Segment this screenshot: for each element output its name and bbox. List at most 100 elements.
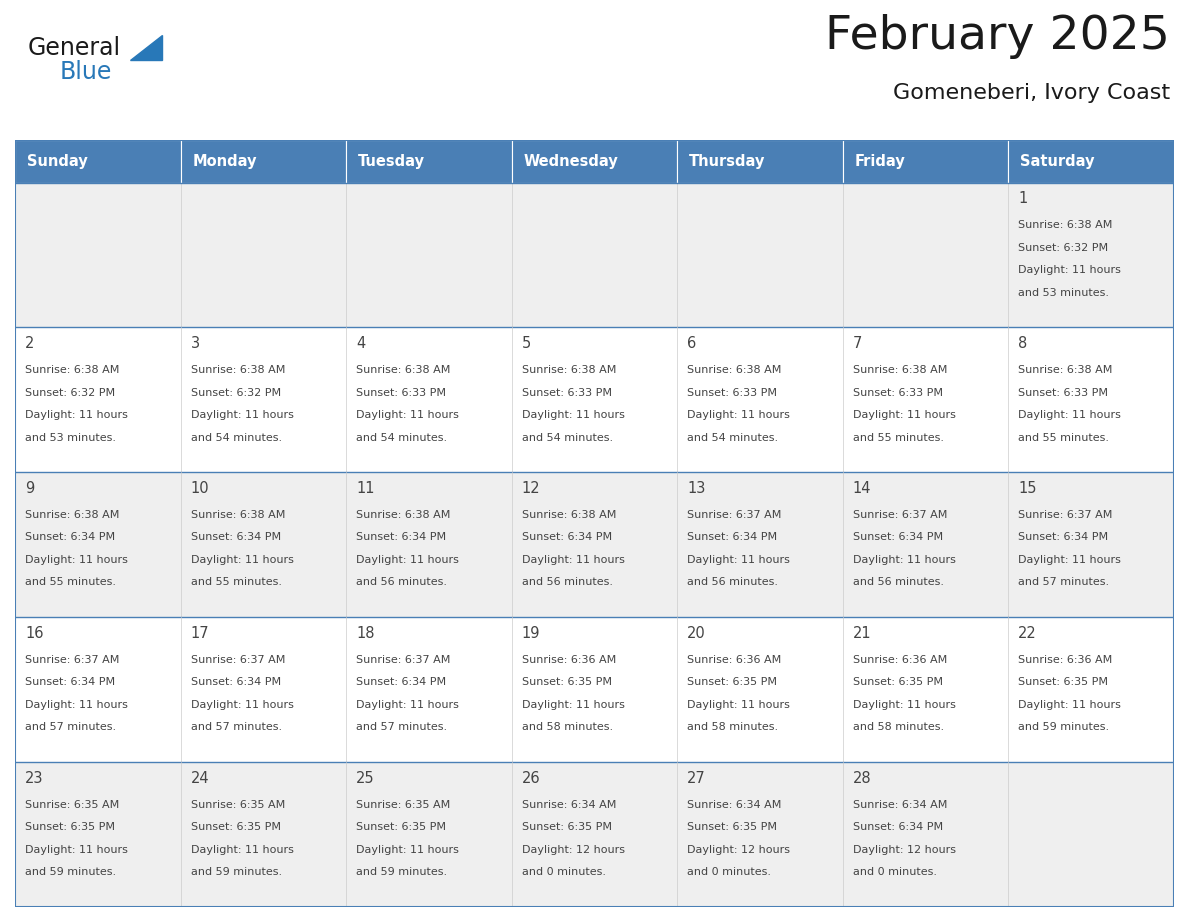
Text: 5: 5 — [522, 336, 531, 352]
Bar — [347, 140, 512, 183]
Text: Daylight: 11 hours: Daylight: 11 hours — [191, 555, 293, 565]
Text: 7: 7 — [853, 336, 862, 352]
Text: and 54 minutes.: and 54 minutes. — [522, 432, 613, 442]
Text: Sunrise: 6:34 AM: Sunrise: 6:34 AM — [687, 800, 782, 810]
Text: 14: 14 — [853, 481, 871, 496]
Text: and 0 minutes.: and 0 minutes. — [853, 868, 936, 877]
Text: 21: 21 — [853, 626, 871, 641]
Text: Saturday: Saturday — [1019, 154, 1094, 169]
Text: Sunrise: 6:34 AM: Sunrise: 6:34 AM — [853, 800, 947, 810]
Text: 23: 23 — [25, 771, 44, 786]
Text: and 0 minutes.: and 0 minutes. — [687, 868, 771, 877]
Text: Daylight: 11 hours: Daylight: 11 hours — [25, 845, 128, 855]
Text: Daylight: 11 hours: Daylight: 11 hours — [191, 700, 293, 710]
Text: 18: 18 — [356, 626, 375, 641]
Text: 10: 10 — [191, 481, 209, 496]
Text: Sunset: 6:35 PM: Sunset: 6:35 PM — [853, 677, 943, 688]
Text: Daylight: 11 hours: Daylight: 11 hours — [1018, 410, 1121, 420]
Text: Daylight: 11 hours: Daylight: 11 hours — [853, 700, 955, 710]
Text: 16: 16 — [25, 626, 44, 641]
Text: Daylight: 11 hours: Daylight: 11 hours — [1018, 700, 1121, 710]
Text: Sunrise: 6:38 AM: Sunrise: 6:38 AM — [1018, 365, 1113, 375]
Text: and 53 minutes.: and 53 minutes. — [1018, 287, 1110, 297]
Text: Gomeneberi, Ivory Coast: Gomeneberi, Ivory Coast — [893, 83, 1170, 103]
Text: Daylight: 11 hours: Daylight: 11 hours — [191, 410, 293, 420]
Text: Sunrise: 6:35 AM: Sunrise: 6:35 AM — [356, 800, 450, 810]
Text: Tuesday: Tuesday — [358, 154, 425, 169]
Bar — [15, 328, 1174, 473]
Text: and 56 minutes.: and 56 minutes. — [853, 577, 943, 588]
Text: Daylight: 11 hours: Daylight: 11 hours — [687, 410, 790, 420]
Text: 4: 4 — [356, 336, 366, 352]
Text: February 2025: February 2025 — [826, 14, 1170, 59]
Text: 26: 26 — [522, 771, 541, 786]
Text: Daylight: 11 hours: Daylight: 11 hours — [25, 555, 128, 565]
Text: Sunset: 6:34 PM: Sunset: 6:34 PM — [1018, 532, 1108, 543]
Text: Sunset: 6:34 PM: Sunset: 6:34 PM — [25, 532, 115, 543]
Text: Sunrise: 6:34 AM: Sunrise: 6:34 AM — [522, 800, 617, 810]
Bar — [677, 140, 842, 183]
Text: Sunrise: 6:38 AM: Sunrise: 6:38 AM — [25, 510, 120, 520]
Text: Sunrise: 6:35 AM: Sunrise: 6:35 AM — [191, 800, 285, 810]
Text: Thursday: Thursday — [689, 154, 765, 169]
Bar — [15, 762, 1174, 907]
Text: and 58 minutes.: and 58 minutes. — [853, 722, 943, 733]
Text: Sunrise: 6:36 AM: Sunrise: 6:36 AM — [1018, 655, 1112, 665]
Text: and 57 minutes.: and 57 minutes. — [1018, 577, 1110, 588]
Text: Sunset: 6:32 PM: Sunset: 6:32 PM — [25, 387, 115, 397]
Text: Daylight: 11 hours: Daylight: 11 hours — [25, 410, 128, 420]
Text: and 59 minutes.: and 59 minutes. — [356, 868, 448, 877]
Text: and 56 minutes.: and 56 minutes. — [522, 577, 613, 588]
Text: 15: 15 — [1018, 481, 1037, 496]
Text: Daylight: 12 hours: Daylight: 12 hours — [522, 845, 625, 855]
Text: and 55 minutes.: and 55 minutes. — [191, 577, 282, 588]
Text: and 58 minutes.: and 58 minutes. — [687, 722, 778, 733]
Text: Daylight: 12 hours: Daylight: 12 hours — [687, 845, 790, 855]
Text: and 0 minutes.: and 0 minutes. — [522, 868, 606, 877]
Text: and 53 minutes.: and 53 minutes. — [25, 432, 116, 442]
Text: Sunset: 6:34 PM: Sunset: 6:34 PM — [853, 823, 943, 833]
Text: and 55 minutes.: and 55 minutes. — [1018, 432, 1110, 442]
Text: 24: 24 — [191, 771, 209, 786]
Text: Daylight: 11 hours: Daylight: 11 hours — [853, 410, 955, 420]
Text: Blue: Blue — [59, 61, 112, 84]
Text: Sunset: 6:34 PM: Sunset: 6:34 PM — [191, 677, 282, 688]
Text: Daylight: 11 hours: Daylight: 11 hours — [853, 555, 955, 565]
Text: and 55 minutes.: and 55 minutes. — [25, 577, 116, 588]
Text: Sunset: 6:34 PM: Sunset: 6:34 PM — [356, 677, 447, 688]
Text: Sunset: 6:35 PM: Sunset: 6:35 PM — [687, 823, 777, 833]
Text: 19: 19 — [522, 626, 541, 641]
Text: Sunset: 6:35 PM: Sunset: 6:35 PM — [687, 677, 777, 688]
Text: Sunrise: 6:38 AM: Sunrise: 6:38 AM — [191, 510, 285, 520]
Text: 2: 2 — [25, 336, 34, 352]
Text: Sunrise: 6:35 AM: Sunrise: 6:35 AM — [25, 800, 120, 810]
Text: 28: 28 — [853, 771, 871, 786]
Text: Sunset: 6:35 PM: Sunset: 6:35 PM — [191, 823, 280, 833]
Text: Wednesday: Wednesday — [524, 154, 618, 169]
Text: Sunday: Sunday — [27, 154, 88, 169]
Text: Monday: Monday — [192, 154, 257, 169]
Text: and 59 minutes.: and 59 minutes. — [25, 868, 116, 877]
Text: Sunrise: 6:38 AM: Sunrise: 6:38 AM — [522, 365, 617, 375]
Text: Sunrise: 6:38 AM: Sunrise: 6:38 AM — [853, 365, 947, 375]
Text: Friday: Friday — [854, 154, 905, 169]
Text: Daylight: 11 hours: Daylight: 11 hours — [356, 410, 460, 420]
Text: and 55 minutes.: and 55 minutes. — [853, 432, 943, 442]
Text: Daylight: 11 hours: Daylight: 11 hours — [356, 700, 460, 710]
Text: Sunset: 6:35 PM: Sunset: 6:35 PM — [1018, 677, 1108, 688]
Text: General: General — [27, 36, 120, 61]
Text: Sunset: 6:33 PM: Sunset: 6:33 PM — [1018, 387, 1108, 397]
Text: and 59 minutes.: and 59 minutes. — [191, 868, 282, 877]
Text: and 57 minutes.: and 57 minutes. — [25, 722, 116, 733]
Text: Sunrise: 6:38 AM: Sunrise: 6:38 AM — [356, 365, 450, 375]
Text: and 59 minutes.: and 59 minutes. — [1018, 722, 1110, 733]
Text: Sunset: 6:34 PM: Sunset: 6:34 PM — [687, 532, 777, 543]
Text: 1: 1 — [1018, 191, 1028, 207]
Bar — [15, 473, 1174, 617]
Bar — [15, 140, 181, 183]
Bar — [512, 140, 677, 183]
Text: Daylight: 11 hours: Daylight: 11 hours — [522, 700, 625, 710]
Text: Sunset: 6:32 PM: Sunset: 6:32 PM — [1018, 242, 1108, 252]
Text: 3: 3 — [191, 336, 200, 352]
Text: Daylight: 12 hours: Daylight: 12 hours — [853, 845, 955, 855]
